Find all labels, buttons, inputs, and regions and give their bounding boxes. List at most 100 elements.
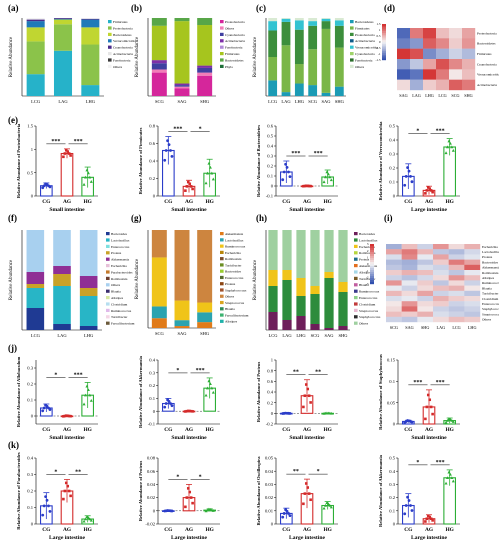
heatmap-cell — [386, 290, 402, 297]
stack-segment — [151, 230, 167, 258]
stack-segment — [268, 286, 278, 312]
stacked-chart-h: Relative Abundance LCG LAG LHG SCG SAG SHG Bact… — [253, 230, 381, 338]
legend-swatch — [220, 39, 224, 43]
x-tick-label: CG — [404, 527, 413, 533]
heatmap-cell — [464, 301, 481, 307]
stack-segment — [79, 326, 98, 330]
significance-stars: ** — [315, 370, 321, 376]
data-point — [66, 414, 70, 418]
data-point — [325, 501, 329, 504]
stack-segment — [310, 286, 320, 294]
y-axis-label: Relative Abundance of Parabacteroides — [16, 452, 21, 530]
legend-label: Enterococcus — [225, 276, 244, 280]
legend-label: Bacteroidetes — [225, 58, 244, 62]
y-tick-label: 0.2 — [267, 164, 273, 169]
heatmap-cell — [448, 296, 465, 302]
heatmap-cell — [417, 254, 434, 260]
data-point — [89, 180, 93, 183]
heatmap-cell — [386, 316, 402, 323]
data-point — [448, 472, 452, 476]
heatmap-cell — [448, 249, 465, 255]
legend-swatch — [220, 263, 224, 267]
colorbar-tick-label: 0 — [367, 262, 369, 266]
legend-label: Faecalibacterium — [225, 313, 249, 317]
colorbar-segment — [382, 27, 386, 30]
x-tick-label: AG — [63, 427, 72, 433]
heatmap-cell — [410, 38, 424, 49]
panel-label: (i) — [384, 213, 393, 223]
x-tick-label: AG — [185, 427, 194, 433]
legend-swatch — [220, 232, 224, 236]
x-tick-label: HG — [323, 427, 332, 433]
legend-label: Others — [111, 283, 121, 287]
significance-stars: *** — [74, 139, 83, 145]
data-point — [69, 154, 72, 157]
data-point — [184, 189, 187, 192]
legend-swatch — [354, 232, 358, 236]
legend-label: Clostridium — [359, 302, 376, 306]
heatmap-cell — [386, 249, 402, 255]
data-point — [82, 182, 86, 186]
x-axis-label: Large intestine — [49, 535, 85, 541]
heatmap-cell — [401, 280, 418, 286]
heatmap-cell — [423, 69, 437, 80]
legend-label: Ruminococcus — [111, 309, 132, 313]
stack-segment — [53, 50, 73, 96]
data-point — [425, 517, 429, 521]
stack-segment — [53, 324, 71, 330]
x-tick-label: SCG — [311, 333, 321, 338]
data-point — [410, 420, 414, 424]
stack-segment — [281, 45, 291, 93]
x-tick-label: AG — [303, 199, 312, 205]
stack-segment — [338, 282, 348, 292]
data-point — [429, 405, 433, 409]
legend-label: Streptococcus — [359, 309, 379, 313]
stack-segment — [294, 18, 304, 21]
y-tick-label: 0.4 — [389, 469, 395, 474]
data-point — [185, 185, 189, 188]
x-tick-label: AG — [425, 199, 434, 205]
data-point — [302, 405, 305, 409]
data-point — [189, 185, 193, 188]
data-point — [64, 148, 68, 152]
data-point — [309, 401, 312, 404]
stack-segment — [151, 69, 167, 73]
panel-label: (e) — [8, 115, 18, 125]
data-point — [47, 504, 50, 508]
data-point — [170, 404, 174, 408]
x-tick-label: AG — [185, 199, 194, 205]
colorbar-tick-label: -1 — [366, 269, 369, 273]
heatmap-cell — [397, 69, 411, 80]
stack-segment — [296, 316, 306, 330]
legend-swatch — [220, 288, 224, 292]
data-point — [69, 414, 72, 418]
heatmap-cell — [410, 48, 424, 60]
x-tick-label: HG — [205, 199, 214, 205]
data-point — [444, 151, 448, 155]
legend-swatch — [220, 319, 224, 323]
heatmap-cell — [448, 306, 465, 312]
legend-label: Fusobacteria — [225, 46, 243, 50]
colorbar-segment — [382, 47, 386, 50]
colorbar-segment — [382, 54, 386, 57]
data-point — [303, 184, 307, 188]
heatmap-cell — [433, 275, 449, 281]
heatmap-column-label: LHG — [425, 93, 434, 98]
heatmap-cell — [401, 259, 418, 265]
legend-label: Verrucomicrobia — [355, 46, 378, 50]
stack-segment — [197, 67, 213, 73]
x-tick-label: LAG — [281, 99, 291, 104]
heatmap-d: SAG LAG LHG LCG SCG SHG Proteobacteria Bacteroi… — [375, 22, 499, 98]
data-point — [445, 476, 449, 479]
data-point — [326, 172, 330, 176]
stack-segment — [281, 92, 291, 96]
heatmap-cell — [433, 290, 449, 297]
stack-segment — [310, 324, 320, 330]
stack-segment — [197, 72, 213, 76]
y-tick-label: 0.1 — [267, 174, 273, 179]
heatmap-cell — [464, 275, 481, 281]
data-point — [451, 420, 455, 423]
data-point — [328, 175, 332, 179]
y-tick-label: 0.2 — [27, 489, 33, 494]
data-point — [445, 418, 449, 422]
